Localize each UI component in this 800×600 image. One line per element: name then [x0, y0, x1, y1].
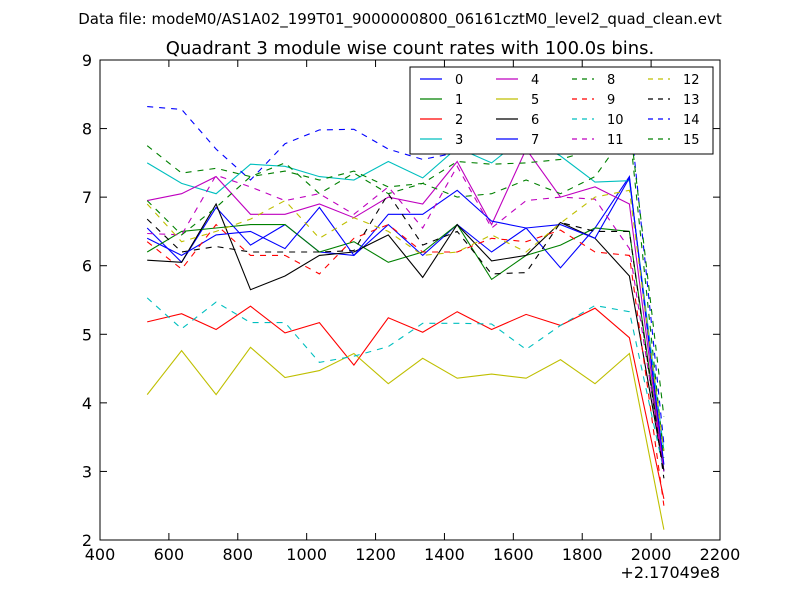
- chart-title: Quadrant 3 module wise count rates with …: [166, 38, 655, 59]
- x-tick-label: 1400: [424, 545, 465, 564]
- y-tick-label: 4: [82, 394, 92, 413]
- x-axis-offset-label: +2.17049e8: [620, 563, 720, 582]
- y-tick-label: 3: [82, 462, 92, 481]
- series-line-11: [147, 165, 665, 472]
- y-tick-label: 9: [82, 51, 92, 70]
- legend-label-9: 9: [607, 93, 615, 108]
- legend-label-1: 1: [455, 93, 463, 108]
- series-line-5: [146, 346, 665, 530]
- x-tick-label: 1200: [355, 545, 396, 564]
- x-tick-label: 600: [154, 545, 185, 564]
- legend-label-3: 3: [455, 133, 463, 148]
- y-tick-label: 6: [82, 257, 92, 276]
- series-line-6: [147, 202, 665, 472]
- series-line-4: [147, 148, 665, 472]
- legend-label-8: 8: [607, 73, 615, 88]
- legend-label-15: 15: [683, 133, 700, 148]
- series-line-7: [146, 176, 665, 465]
- series-line-14: [147, 76, 665, 445]
- series-line-10: [146, 297, 665, 472]
- series-line-2: [147, 305, 665, 500]
- legend-label-12: 12: [683, 73, 700, 88]
- legend-label-14: 14: [683, 113, 700, 128]
- series-line-9: [146, 223, 665, 506]
- series-line-12: [146, 189, 665, 451]
- legend-label-11: 11: [607, 133, 624, 148]
- x-tick-label: 400: [85, 545, 116, 564]
- legend-label-4: 4: [531, 73, 539, 88]
- legend-label-6: 6: [531, 113, 539, 128]
- x-tick-label: 2200: [700, 545, 741, 564]
- series-line-15: [146, 119, 665, 417]
- legend-label-7: 7: [531, 133, 539, 148]
- x-tick-label: 1000: [286, 545, 327, 564]
- x-tick-label: 1800: [562, 545, 603, 564]
- series-line-3: [146, 134, 665, 451]
- legend-label-2: 2: [455, 113, 463, 128]
- legend-label-0: 0: [455, 73, 463, 88]
- legend-label-13: 13: [683, 93, 700, 108]
- x-tick-label: 800: [223, 545, 254, 564]
- series-layer: [146, 76, 665, 530]
- plot-frame: [99, 59, 721, 541]
- y-tick-label: 2: [82, 531, 92, 550]
- y-tick-label: 7: [82, 188, 92, 207]
- x-tick-label: 2000: [631, 545, 672, 564]
- y-tick-label: 8: [82, 120, 92, 139]
- chart-supertitle: Data file: modeM0/AS1A02_199T01_90000008…: [78, 10, 722, 29]
- series-line-1: [146, 223, 665, 472]
- series-line-13: [146, 192, 665, 479]
- y-tick-label: 5: [82, 325, 92, 344]
- legend-label-10: 10: [607, 113, 624, 128]
- x-tick-label: 1600: [493, 545, 534, 564]
- axis-ticks: 400 600 800 1000 1200 1400 1600 1800 2000 2200 2 3 4…: [82, 51, 741, 564]
- legend-label-5: 5: [531, 93, 539, 108]
